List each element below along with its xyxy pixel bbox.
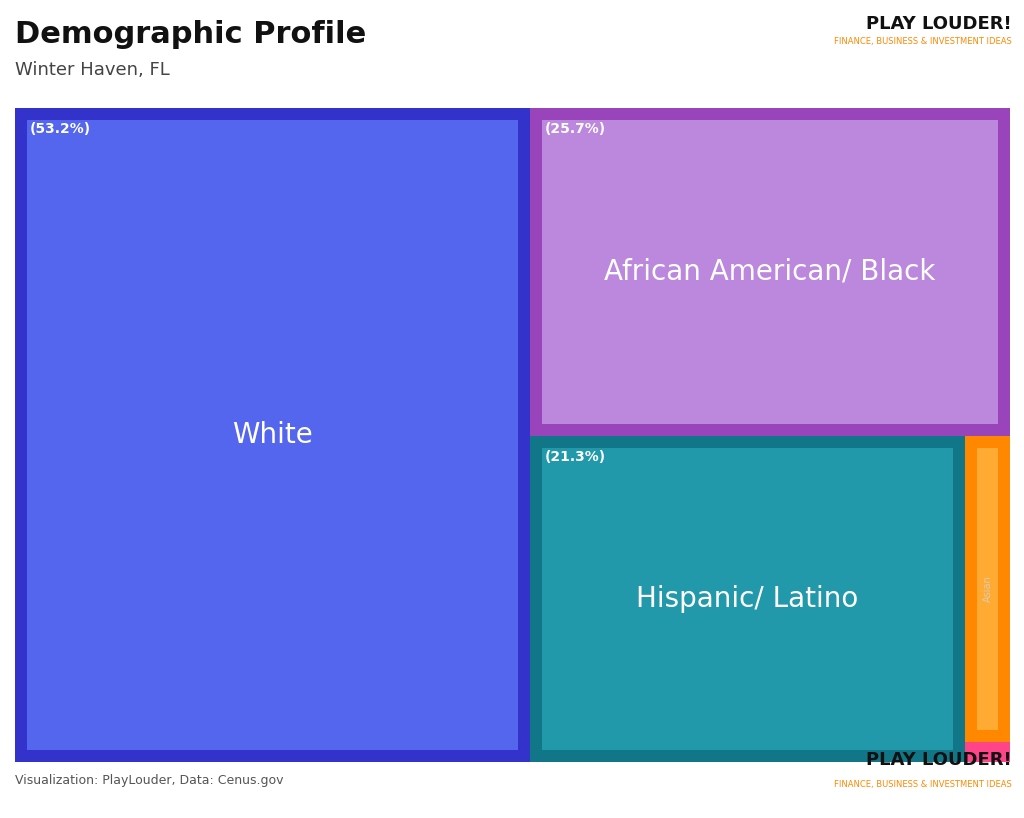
Text: PLAY LOUDER!: PLAY LOUDER!	[866, 751, 1012, 769]
Bar	[15, 108, 530, 762]
Text: PLAY LOUDER!: PLAY LOUDER!	[866, 15, 1012, 33]
Text: White: White	[232, 421, 313, 449]
Bar	[530, 108, 1010, 436]
Bar	[27, 120, 518, 750]
Text: Asian: Asian	[982, 576, 992, 602]
Bar	[965, 742, 1010, 762]
Text: Hispanic/ Latino: Hispanic/ Latino	[636, 585, 859, 613]
Bar	[530, 436, 965, 762]
Text: FINANCE, BUSINESS & INVESTMENT IDEAS: FINANCE, BUSINESS & INVESTMENT IDEAS	[834, 37, 1012, 46]
Text: (53.2%): (53.2%)	[30, 122, 91, 136]
Text: Visualization: PlayLouder, Data: Cenus.gov: Visualization: PlayLouder, Data: Cenus.g…	[15, 774, 284, 787]
Bar	[542, 448, 953, 750]
Text: (25.7%): (25.7%)	[545, 122, 606, 136]
Text: (21.3%): (21.3%)	[545, 450, 606, 464]
Text: African American/ Black: African American/ Black	[604, 258, 936, 286]
Bar	[965, 436, 1010, 742]
Text: FINANCE, BUSINESS & INVESTMENT IDEAS: FINANCE, BUSINESS & INVESTMENT IDEAS	[834, 780, 1012, 789]
Text: Winter Haven, FL: Winter Haven, FL	[15, 61, 170, 79]
Text: Demographic Profile: Demographic Profile	[15, 20, 367, 49]
Bar	[977, 448, 998, 730]
Bar	[542, 120, 998, 424]
